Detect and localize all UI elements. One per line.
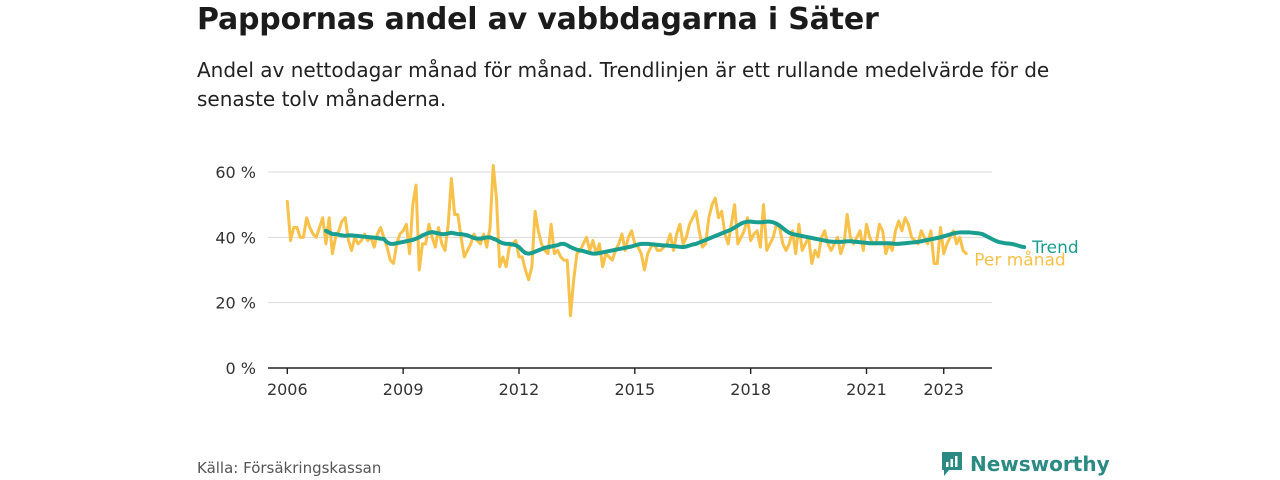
x-tick-label: 2021 [846, 380, 887, 399]
chart-series [285, 163, 1027, 318]
x-tick-label: 2009 [383, 380, 424, 399]
brand-name: Newsworthy [970, 452, 1110, 476]
x-tick-label: 2006 [267, 380, 308, 399]
y-tick-label: 0 % [226, 359, 256, 378]
brand-logo[interactable]: Newsworthy [940, 450, 1110, 478]
x-tick-label: 2018 [730, 380, 771, 399]
x-tick-label: 2023 [923, 380, 964, 399]
series-line-trend [323, 219, 1027, 256]
y-tick-label: 40 % [215, 228, 256, 247]
chart-title: Pappornas andel av vabbdagarna i Säter [197, 2, 879, 37]
x-axis: 2006 2009 2012 2015 2018 2021 2023 [267, 367, 992, 399]
source-note: Källa: Försäkringskassan [197, 459, 382, 477]
newsworthy-icon [942, 452, 962, 476]
series-label-trend: Trend [1031, 238, 1079, 258]
x-tick-label: 2012 [499, 380, 540, 399]
x-tick-label: 2015 [614, 380, 655, 399]
y-tick-label: 20 % [215, 294, 256, 313]
series-label-per-manad: Per månad [974, 250, 1065, 271]
y-axis: 0 % 20 % 40 % 60 % [215, 163, 256, 378]
chart-subtitle: Andel av nettodagar månad för månad. Tre… [197, 58, 1050, 111]
series-line-per-manad [285, 163, 968, 318]
y-tick-label: 60 % [215, 163, 256, 182]
